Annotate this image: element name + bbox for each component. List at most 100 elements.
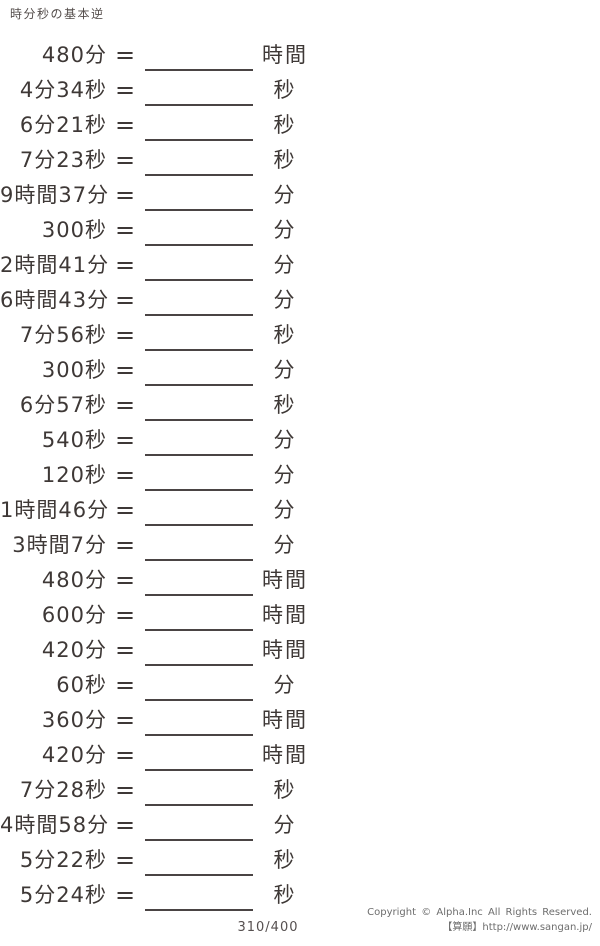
equals-sign: = [114, 216, 136, 244]
equals-sign: = [114, 111, 136, 139]
equals-sign: = [114, 391, 136, 419]
problem-value: 6分57秒 [19, 393, 107, 417]
answer-blank [145, 244, 253, 246]
unit-label: 時間 [262, 568, 308, 592]
problem-row: 5分22秒 = 秒 [0, 843, 340, 878]
answer-blank [145, 209, 253, 211]
equals-sign: = [114, 356, 136, 384]
answer-blank [145, 314, 253, 316]
unit-label: 時間 [262, 603, 308, 627]
problem-row: 2時間41分 = 分 [0, 248, 340, 283]
equals-sign: = [114, 671, 136, 699]
problem-row: 420分 = 時間 [0, 633, 340, 668]
problem-value: 480分 [41, 568, 107, 592]
problem-row: 9時間37分 = 分 [0, 178, 340, 213]
answer-blank [145, 69, 253, 71]
unit-label: 秒 [273, 148, 297, 172]
equals-sign: = [114, 146, 136, 174]
answer-blank [145, 769, 253, 771]
problem-value: 4分34秒 [19, 78, 107, 102]
answer-blank [145, 104, 253, 106]
problem-row: 300秒 = 分 [0, 353, 340, 388]
problem-value: 7分56秒 [19, 323, 107, 347]
problem-row: 540秒 = 分 [0, 423, 340, 458]
problem-row: 7分23秒 = 秒 [0, 143, 340, 178]
answer-blank [145, 734, 253, 736]
answer-blank [145, 349, 253, 351]
unit-label: 分 [273, 498, 297, 522]
copyright-line1: Copyright © Alpha.Inc All Rights Reserve… [367, 907, 592, 918]
problem-row: 600分 = 時間 [0, 598, 340, 633]
problem-row: 480分 = 時間 [0, 563, 340, 598]
unit-label: 秒 [273, 393, 297, 417]
answer-blank [145, 909, 253, 911]
equals-sign: = [114, 776, 136, 804]
problem-row: 3時間7分 = 分 [0, 528, 340, 563]
unit-label: 分 [273, 673, 297, 697]
equals-sign: = [114, 426, 136, 454]
unit-label: 時間 [262, 638, 308, 662]
problem-row: 7分28秒 = 秒 [0, 773, 340, 808]
copyright-line2: 【算願】http://www.sangan.jp/ [442, 921, 592, 933]
equals-sign: = [114, 741, 136, 769]
page-number: 310/400 [237, 920, 299, 935]
problem-value: 5分24秒 [19, 883, 107, 907]
answer-blank [145, 629, 253, 631]
problem-row: 120秒 = 分 [0, 458, 340, 493]
problem-value: 60秒 [56, 673, 107, 697]
unit-label: 分 [273, 428, 297, 452]
equals-sign: = [114, 566, 136, 594]
answer-blank [145, 174, 253, 176]
unit-label: 時間 [262, 43, 308, 67]
problem-value: 420分 [41, 743, 107, 767]
answer-blank [145, 804, 253, 806]
answer-blank [145, 489, 253, 491]
copyright: Copyright © Alpha.Inc All Rights Reserve… [367, 906, 592, 935]
problem-row: 6分57秒 = 秒 [0, 388, 340, 423]
answer-blank [145, 699, 253, 701]
answer-blank [145, 524, 253, 526]
equals-sign: = [114, 321, 136, 349]
problem-row: 5分24秒 = 秒 [0, 878, 340, 913]
equals-sign: = [114, 496, 136, 524]
problem-list: 480分 = 時間 4分34秒 = 秒 6分21秒 = 秒 7分23秒 = 秒 … [0, 38, 340, 913]
problem-value: 540秒 [41, 428, 107, 452]
problem-row: 4時間58分 = 分 [0, 808, 340, 843]
equals-sign: = [114, 531, 136, 559]
answer-blank [145, 559, 253, 561]
problem-value: 480分 [41, 43, 107, 67]
worksheet-title: 時分秒の基本逆 [10, 7, 105, 21]
problem-value: 2時間41分 [0, 253, 110, 277]
equals-sign: = [114, 181, 136, 209]
unit-label: 時間 [262, 708, 308, 732]
answer-blank [145, 664, 253, 666]
problem-value: 5分22秒 [19, 848, 107, 872]
answer-blank [145, 594, 253, 596]
unit-label: 秒 [273, 778, 297, 802]
equals-sign: = [114, 76, 136, 104]
equals-sign: = [114, 251, 136, 279]
problem-row: 360分 = 時間 [0, 703, 340, 738]
problem-row: 300秒 = 分 [0, 213, 340, 248]
problem-value: 6時間43分 [0, 288, 110, 312]
unit-label: 分 [273, 813, 297, 837]
equals-sign: = [114, 286, 136, 314]
unit-label: 時間 [262, 743, 308, 767]
unit-label: 分 [273, 533, 297, 557]
answer-blank [145, 384, 253, 386]
answer-blank [145, 454, 253, 456]
unit-label: 分 [273, 463, 297, 487]
answer-blank [145, 874, 253, 876]
problem-value: 300秒 [41, 218, 107, 242]
equals-sign: = [114, 881, 136, 909]
answer-blank [145, 279, 253, 281]
problem-row: 4分34秒 = 秒 [0, 73, 340, 108]
answer-blank [145, 139, 253, 141]
problem-row: 420分 = 時間 [0, 738, 340, 773]
problem-value: 9時間37分 [0, 183, 110, 207]
equals-sign: = [114, 41, 136, 69]
problem-value: 300秒 [41, 358, 107, 382]
problem-row: 1時間46分 = 分 [0, 493, 340, 528]
problem-row: 6分21秒 = 秒 [0, 108, 340, 143]
